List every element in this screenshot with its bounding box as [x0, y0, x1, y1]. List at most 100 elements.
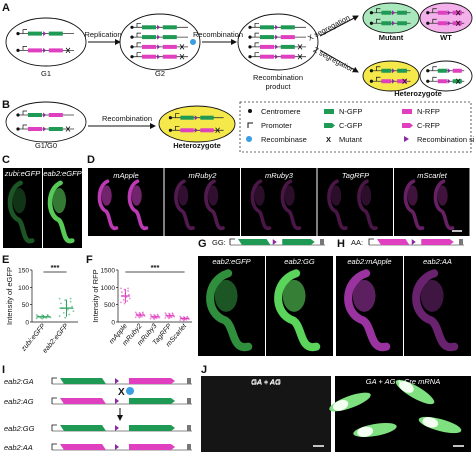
dot: [149, 317, 152, 320]
stage-label: product: [265, 82, 291, 91]
gene-part: [381, 10, 392, 15]
mutant: [455, 78, 461, 84]
legend-symbol: [404, 136, 409, 142]
yolk: [420, 279, 444, 312]
stage-label: G2: [155, 69, 165, 78]
centromere: [369, 79, 373, 83]
yolk: [352, 279, 376, 312]
image-label: zubi:eGFP: [4, 169, 40, 178]
construct-label: AA:: [351, 238, 363, 247]
legend-symbol: [248, 109, 252, 113]
centromere: [426, 11, 430, 15]
terminator: [459, 239, 463, 245]
recombination-site: [157, 44, 161, 50]
embryo: [274, 269, 321, 352]
gene-part: [142, 54, 156, 59]
recombination-site: [157, 24, 161, 30]
recombination-site: [411, 239, 416, 245]
centromere: [369, 69, 373, 73]
gene-part: [437, 10, 447, 15]
gene-part: [260, 44, 274, 49]
image-label: TagRFP: [342, 171, 369, 180]
construct-label: eab2:GG: [4, 424, 35, 433]
gene-part: [280, 44, 295, 49]
centromere: [168, 128, 172, 132]
image: [201, 376, 331, 452]
promoter: [229, 238, 235, 245]
promoter: [136, 52, 141, 57]
dot: [58, 297, 61, 300]
dot: [68, 313, 71, 316]
centromere: [248, 35, 252, 39]
cell: [419, 2, 473, 34]
panel-label: I: [2, 364, 5, 376]
gene-part: [397, 21, 407, 26]
gene-part: [48, 113, 63, 117]
gene-part: [452, 68, 462, 73]
promoter: [376, 66, 381, 71]
dot: [141, 311, 144, 314]
recombination-site: [275, 44, 279, 50]
gene-part: [397, 68, 407, 73]
gene-part: [397, 10, 407, 15]
dot: [64, 316, 67, 319]
gene-part: [397, 79, 407, 84]
yolk: [12, 188, 27, 214]
gene-part: [48, 31, 63, 36]
promoter: [254, 52, 259, 57]
image-label: eab2:GG: [284, 257, 315, 266]
terminator: [187, 398, 191, 404]
yolk: [208, 185, 219, 206]
recombination-site: [391, 78, 395, 84]
gene-part: [381, 79, 392, 84]
promoter: [368, 238, 374, 245]
y-tick-label: 500: [104, 302, 115, 309]
promoter: [22, 46, 27, 51]
gene-part: [60, 378, 106, 384]
promoter: [432, 66, 437, 71]
promoter: [51, 377, 57, 384]
gene-part: [129, 378, 175, 384]
dot: [41, 314, 44, 317]
dot: [134, 316, 137, 319]
gene-part: [129, 444, 175, 450]
image-label: eab2:eGFP: [43, 169, 81, 178]
gene-part: [452, 10, 462, 15]
centromere: [369, 21, 373, 25]
gene-part: [162, 44, 177, 49]
image: [317, 168, 393, 236]
image-label: GA + AG: [251, 378, 281, 387]
promoter: [51, 443, 57, 450]
dot: [45, 317, 48, 319]
dot: [141, 315, 143, 318]
gene-part: [260, 54, 274, 59]
arrow: [319, 49, 359, 73]
embryo: [250, 179, 272, 231]
dot: [127, 287, 129, 290]
dot: [35, 313, 38, 316]
panel-label: C: [2, 154, 10, 166]
centromere: [168, 116, 172, 120]
gene-part: [60, 425, 106, 431]
gene-part: [162, 35, 177, 40]
mutant: [65, 47, 71, 54]
gene-part: [142, 44, 156, 49]
embryo: [7, 180, 35, 244]
dot: [156, 313, 159, 316]
dot: [62, 312, 65, 314]
terminator: [187, 378, 191, 384]
dot: [185, 318, 188, 321]
yolk: [357, 426, 374, 437]
gene-part: [162, 54, 177, 59]
dot: [60, 302, 62, 305]
terminator: [187, 444, 191, 450]
dot: [69, 300, 72, 303]
yolk: [52, 188, 67, 214]
legend-label: N-GFP: [339, 107, 362, 116]
image-label: eab2:mApple: [347, 257, 391, 266]
dot: [164, 317, 167, 319]
cell: [237, 13, 319, 71]
embryo: [97, 179, 119, 231]
gene-part: [452, 21, 462, 26]
